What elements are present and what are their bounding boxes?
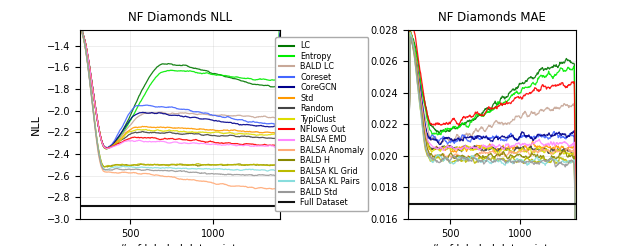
X-axis label: # of labeled datapoints: # of labeled datapoints [118, 244, 241, 246]
X-axis label: # of labeled datapoints: # of labeled datapoints [431, 244, 554, 246]
Y-axis label: NLL: NLL [31, 114, 41, 135]
Legend: LC, Entropy, BALD LC, Coreset, CoreGCN, Std, Random, TypiClust, NFlows Out, BALS: LC, Entropy, BALD LC, Coreset, CoreGCN, … [275, 37, 369, 211]
Title: NF Diamonds NLL: NF Diamonds NLL [128, 11, 232, 24]
Title: NF Diamonds MAE: NF Diamonds MAE [438, 11, 546, 24]
Y-axis label: MAE: MAE [355, 112, 365, 136]
